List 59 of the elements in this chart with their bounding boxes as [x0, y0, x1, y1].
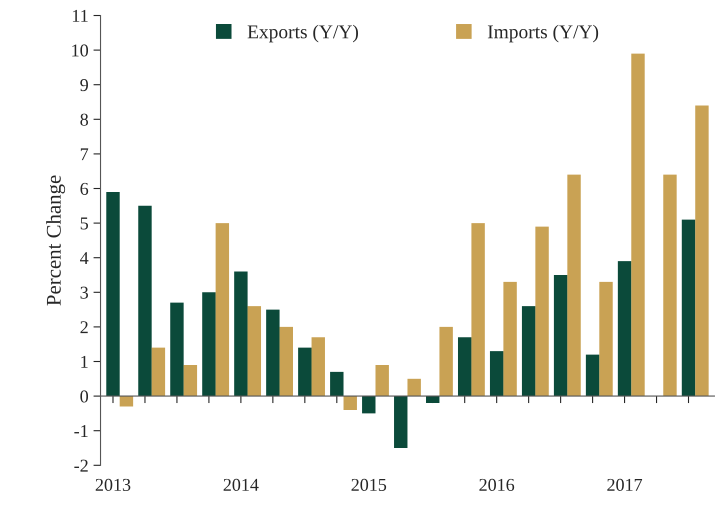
y-tick-label: 0	[80, 390, 88, 403]
bar	[202, 292, 216, 396]
bar	[394, 396, 408, 448]
y-tick-label: 4	[80, 252, 88, 264]
bar	[458, 337, 472, 396]
bar	[535, 226, 549, 396]
y-tick-label: 10	[72, 44, 88, 57]
x-tick-label: 2014	[224, 478, 259, 491]
bar	[426, 396, 440, 404]
bar	[312, 337, 325, 396]
y-tick-label: -1	[74, 425, 88, 437]
bar	[184, 364, 198, 396]
y-tick-label: 3	[80, 286, 88, 299]
bar	[522, 306, 536, 396]
bar	[567, 174, 581, 396]
bar	[362, 396, 376, 414]
bar	[330, 372, 344, 396]
y-tick-label: 2	[80, 321, 88, 334]
bar	[490, 351, 504, 396]
bar	[138, 206, 152, 396]
bar	[503, 282, 517, 396]
bar	[216, 223, 230, 396]
y-tick-label: -2	[74, 460, 88, 472]
bar	[375, 364, 389, 396]
bar	[682, 220, 696, 396]
x-tick-label: 2016	[479, 478, 514, 491]
y-axis-title: Percent Change	[46, 175, 66, 306]
bar	[120, 396, 134, 406]
legend-label: Exports (Y/Y)	[248, 24, 358, 42]
bar	[280, 326, 293, 396]
bar	[152, 348, 166, 396]
y-tick-label: 11	[72, 10, 88, 22]
bar	[554, 275, 568, 396]
y-tick-label: 7	[80, 148, 88, 160]
bar	[407, 378, 421, 396]
y-tick-label: 9	[80, 79, 88, 92]
bar	[663, 174, 677, 396]
x-tick-label: 2013	[96, 478, 130, 491]
bar	[586, 354, 600, 396]
legend-label: Imports (Y/Y)	[488, 24, 598, 42]
bar	[266, 310, 280, 396]
bar	[106, 192, 120, 396]
bar	[471, 223, 485, 396]
bar	[618, 261, 632, 396]
x-tick-label: 2017	[607, 478, 642, 491]
bar	[344, 396, 357, 410]
bar	[695, 105, 709, 396]
bar	[298, 348, 312, 396]
bar	[439, 326, 453, 396]
y-tick-label: 1	[81, 356, 88, 368]
x-tick-label: 2015	[352, 478, 386, 491]
bar	[631, 54, 645, 396]
bar	[248, 306, 262, 396]
y-tick-label: 8	[80, 114, 88, 126]
bar	[234, 272, 248, 396]
bar	[599, 282, 613, 396]
y-tick-label: 6	[80, 182, 88, 195]
bar	[170, 302, 184, 396]
y-tick-label: 5	[80, 218, 88, 230]
